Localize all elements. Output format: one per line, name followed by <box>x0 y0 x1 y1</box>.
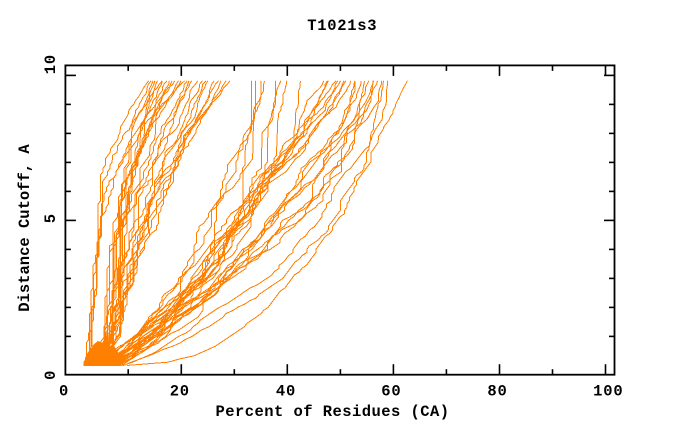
svg-text:0: 0 <box>59 382 69 400</box>
svg-text:10: 10 <box>42 54 60 74</box>
svg-text:T1021s3: T1021s3 <box>307 17 377 35</box>
svg-text:Distance Cutoff, A: Distance Cutoff, A <box>16 144 34 312</box>
svg-text:80: 80 <box>487 382 507 400</box>
svg-text:20: 20 <box>170 382 190 400</box>
svg-text:0: 0 <box>42 370 60 380</box>
svg-text:Percent of Residues (CA): Percent of Residues (CA) <box>215 403 449 421</box>
svg-text:60: 60 <box>381 382 401 400</box>
svg-text:100: 100 <box>593 382 623 400</box>
svg-text:40: 40 <box>276 382 296 400</box>
svg-text:5: 5 <box>42 213 60 223</box>
